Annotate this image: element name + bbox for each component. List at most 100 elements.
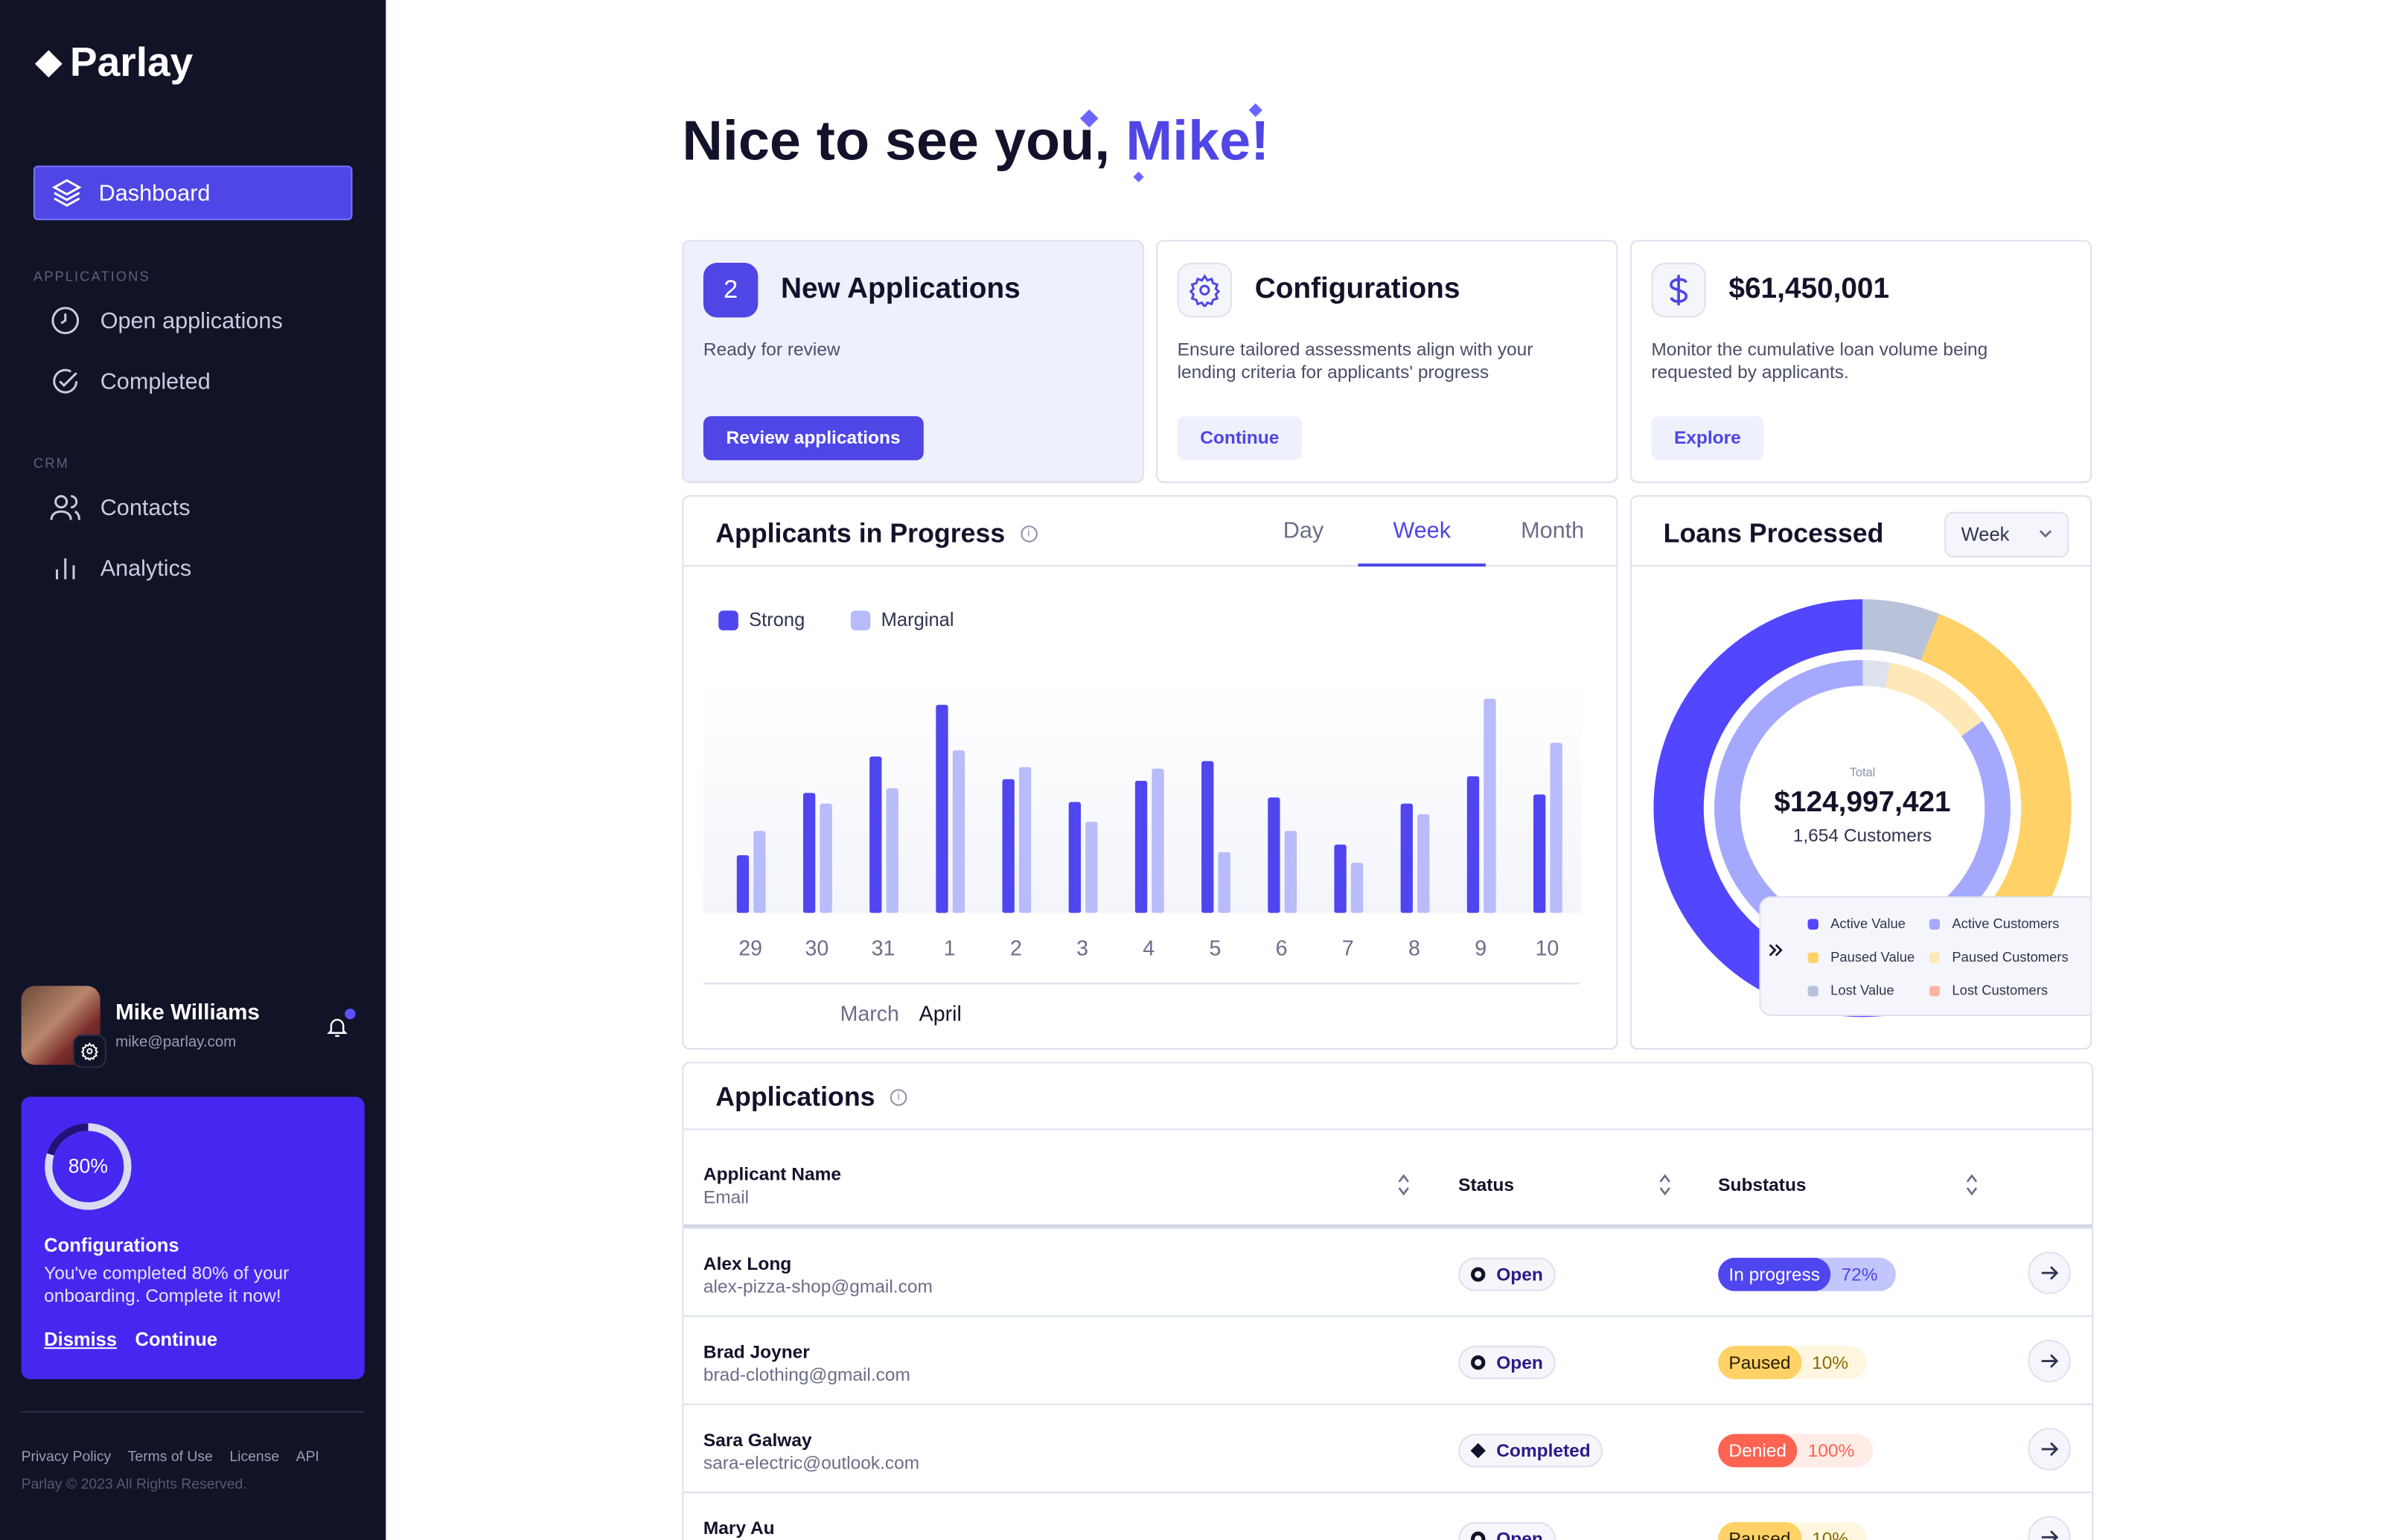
- open-row-arrow-icon[interactable]: [2028, 1428, 2071, 1471]
- table-row[interactable]: Alex Long alex-pizza-shop@gmail.com Open…: [683, 1227, 2092, 1315]
- column-substatus[interactable]: Substatus: [1718, 1174, 1807, 1196]
- applications-table-card: Applications i Applicant Name Email Statu…: [682, 1061, 2094, 1540]
- bar-strong[interactable]: [736, 854, 750, 913]
- open-row-arrow-icon[interactable]: [2028, 1251, 2071, 1294]
- sidebar-item-dashboard[interactable]: Dashboard: [33, 165, 353, 220]
- table-row[interactable]: Mary Au Open Paused 10%: [683, 1492, 2092, 1540]
- api-link[interactable]: API: [296, 1448, 319, 1466]
- total-value: $124,997,421: [1774, 787, 1951, 819]
- privacy-policy-link[interactable]: Privacy Policy: [21, 1448, 112, 1466]
- bar-strong[interactable]: [1533, 794, 1546, 913]
- bar-marginal[interactable]: [753, 831, 766, 913]
- x-tick-label: 4: [1143, 937, 1155, 961]
- period-select[interactable]: Week: [1944, 511, 2069, 557]
- sort-icon[interactable]: [1964, 1172, 1979, 1197]
- divider: [21, 1410, 365, 1413]
- user-email: mike@parlay.com: [115, 1034, 237, 1052]
- layers-icon: [51, 179, 82, 207]
- continue-link[interactable]: Continue: [135, 1329, 218, 1351]
- table-row[interactable]: Sara Galway sara-electric@outlook.com Co…: [683, 1403, 2092, 1492]
- sparkle-icon: [1248, 103, 1262, 118]
- logo[interactable]: Parlay: [33, 39, 193, 86]
- donut-slice-paused-value[interactable]: [1632, 569, 2092, 1022]
- bar-strong[interactable]: [1201, 761, 1214, 913]
- bar-marginal[interactable]: [952, 750, 965, 913]
- bar-strong[interactable]: [1400, 803, 1413, 913]
- continue-button[interactable]: Continue: [1177, 416, 1302, 461]
- x-tick-label: 31: [872, 937, 895, 961]
- bar-marginal[interactable]: [1484, 698, 1496, 913]
- bar-marginal[interactable]: [1152, 768, 1164, 913]
- sidebar-item-open-applications[interactable]: Open applications: [48, 304, 283, 337]
- bar-strong[interactable]: [802, 793, 816, 913]
- status-open-icon: [1471, 1355, 1486, 1370]
- legend-item: Lost Value: [1807, 983, 1894, 998]
- bar-marginal[interactable]: [1417, 814, 1430, 913]
- info-icon[interactable]: i: [890, 1089, 907, 1106]
- bar-marginal[interactable]: [1284, 831, 1297, 913]
- avatar[interactable]: [21, 985, 106, 1068]
- dismiss-link[interactable]: Dismiss: [44, 1329, 118, 1351]
- x-tick-label: 9: [1475, 937, 1487, 961]
- bar-marginal[interactable]: [1550, 742, 1562, 913]
- x-tick-label: 7: [1342, 937, 1354, 961]
- sort-icon[interactable]: [1396, 1172, 1411, 1197]
- sort-icon[interactable]: [1658, 1172, 1673, 1197]
- new-applications-card: 2 New Applications Ready for review Revi…: [682, 240, 1144, 483]
- applicant-name: Alex Long: [703, 1253, 792, 1275]
- review-applications-button[interactable]: Review applications: [703, 416, 924, 461]
- tab-month[interactable]: Month: [1521, 517, 1585, 544]
- card-title: Applications: [715, 1081, 875, 1112]
- explore-button[interactable]: Explore: [1651, 416, 1764, 461]
- configurations-card: Configurations Ensure tailored assessmen…: [1156, 240, 1618, 483]
- bar-strong[interactable]: [1466, 776, 1480, 913]
- bar-strong[interactable]: [1268, 797, 1280, 913]
- bar-strong[interactable]: [1068, 802, 1082, 913]
- notification-bell-icon[interactable]: [325, 1009, 356, 1048]
- status-open-icon: [1471, 1531, 1486, 1540]
- column-applicant-name[interactable]: Applicant Name: [703, 1163, 841, 1185]
- bar-strong[interactable]: [1002, 779, 1015, 913]
- count-badge: 2: [703, 263, 759, 318]
- bar-strong[interactable]: [936, 704, 948, 913]
- card-title: Loans Processed: [1663, 517, 1884, 549]
- open-row-arrow-icon[interactable]: [2028, 1339, 2071, 1383]
- legend-strong: Strong: [718, 609, 805, 630]
- x-tick-label: 30: [805, 937, 828, 961]
- bar-strong[interactable]: [1334, 844, 1347, 913]
- applicant-name: Brad Joyner: [703, 1341, 810, 1363]
- customers-count: 1,654 Customers: [1792, 825, 1932, 846]
- tab-week[interactable]: Week: [1358, 496, 1486, 567]
- table-row[interactable]: Brad Joyner brad-clothing@gmail.com Open…: [683, 1315, 2092, 1403]
- loans-processed-card: Loans Processed Week Total $124,997,421 …: [1629, 495, 2092, 1050]
- sidebar-item-completed[interactable]: Completed: [48, 365, 211, 398]
- info-icon[interactable]: i: [1020, 525, 1038, 543]
- chevron-down-icon: [2039, 530, 2052, 538]
- license-link[interactable]: License: [229, 1448, 280, 1466]
- section-label: CRM: [33, 456, 69, 471]
- column-status[interactable]: Status: [1458, 1174, 1515, 1196]
- bar-marginal[interactable]: [1085, 822, 1098, 913]
- card-title: New Applications: [780, 273, 1021, 306]
- bar-marginal[interactable]: [1018, 767, 1032, 913]
- substatus-badge: Denied 100%: [1718, 1434, 1873, 1468]
- tab-day[interactable]: Day: [1283, 517, 1324, 544]
- user-name: Mike Williams: [115, 1000, 260, 1026]
- users-icon: [50, 495, 80, 520]
- bar-strong[interactable]: [1134, 780, 1148, 913]
- bar-marginal[interactable]: [820, 803, 832, 913]
- open-row-arrow-icon[interactable]: [2028, 1515, 2071, 1540]
- terms-link[interactable]: Terms of Use: [127, 1448, 213, 1466]
- month-label-april: April: [919, 1000, 962, 1026]
- status-badge: Completed: [1458, 1434, 1603, 1468]
- bar-marginal[interactable]: [1350, 863, 1364, 913]
- sidebar-item-contacts[interactable]: Contacts: [48, 491, 191, 524]
- x-tick-label: 1: [944, 937, 956, 961]
- sidebar-item-analytics[interactable]: Analytics: [48, 552, 191, 585]
- applicant-email: alex-pizza-shop@gmail.com: [703, 1276, 933, 1297]
- bar-marginal[interactable]: [886, 788, 898, 913]
- collapse-chevrons-icon[interactable]: [1768, 943, 1783, 956]
- settings-gear-icon[interactable]: [72, 1034, 106, 1068]
- bar-strong[interactable]: [869, 756, 882, 913]
- bar-marginal[interactable]: [1218, 852, 1230, 913]
